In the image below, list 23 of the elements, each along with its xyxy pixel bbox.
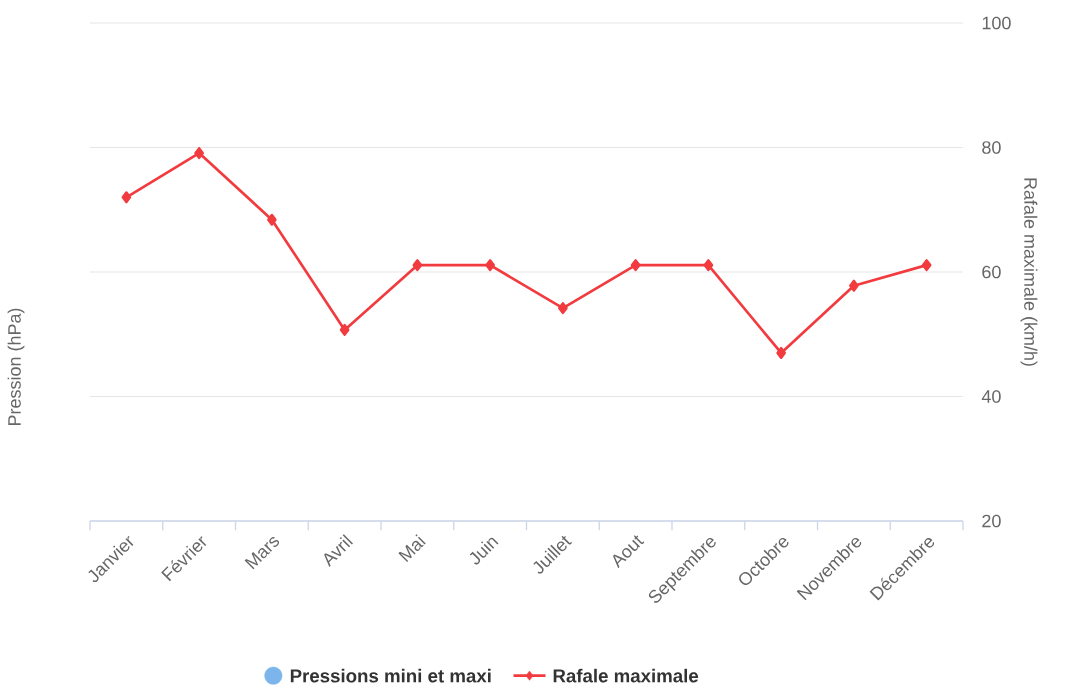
point xyxy=(921,259,932,272)
y2-tick-label: 40 xyxy=(981,390,1001,403)
y2-tick-label: 100 xyxy=(982,16,1011,30)
y2-tick-label: 20 xyxy=(982,514,1001,528)
y2-tick-label: 80 xyxy=(982,141,1001,154)
point xyxy=(776,346,786,359)
point xyxy=(339,323,350,336)
y2-axis-title: Rafale maximale (km/h) xyxy=(1020,178,1038,366)
point xyxy=(703,259,714,272)
point xyxy=(121,191,132,204)
point xyxy=(485,259,495,272)
point xyxy=(194,147,204,160)
point xyxy=(849,279,859,292)
point xyxy=(412,259,423,272)
point xyxy=(267,213,277,226)
point xyxy=(630,259,641,272)
y2-tick-label: 60 xyxy=(982,265,1001,279)
x-tick-label: Juin xyxy=(469,537,499,565)
legend-label: Rafale maximale xyxy=(553,668,699,683)
y-axis-title: Pression (hPa) xyxy=(7,308,25,426)
x-tick-label: Mai xyxy=(398,534,426,563)
point xyxy=(558,302,568,315)
legend-label: Pressions mini et maxi xyxy=(290,668,491,683)
